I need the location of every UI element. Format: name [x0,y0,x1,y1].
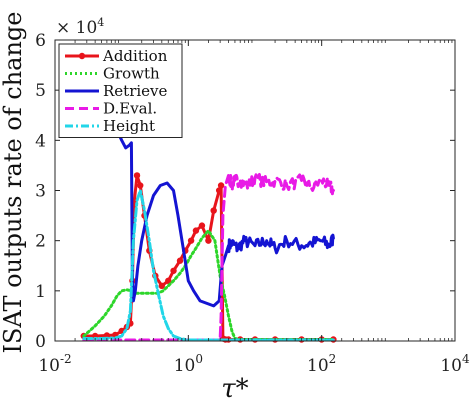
legend-marker [78,52,86,60]
x-tick-label: 10-2 [38,352,71,376]
data-point [176,257,184,264]
data-point [205,237,212,244]
legend-label: Growth [103,65,160,83]
legend-item: Retrieve [65,82,168,100]
legend-item: Height [65,117,155,135]
y-tick-label: 1 [35,282,46,302]
x-tick-label: 102 [307,352,336,376]
series-line [82,229,335,341]
data-point [198,222,206,229]
y-tick-label: 0 [35,332,46,352]
data-point [210,207,217,214]
legend-item: D.Eval. [65,100,157,118]
series-height [82,189,335,342]
data-point [170,267,177,274]
legend-item: Growth [65,65,160,83]
data-point [192,227,200,234]
y-tick-label: 3 [35,182,46,202]
series-line [82,174,335,341]
x-tick-label: 104 [440,352,470,376]
axes: 0 1 2 3 4 5 6 10-2 100 102 104 × 104 ISAT outputs ra… [0,12,470,404]
series-line [109,113,335,308]
x-tick-label: 100 [174,352,203,376]
series-growth [82,229,335,341]
data-point [217,182,225,189]
data-point [137,182,144,189]
legend-label: D.Eval. [103,100,157,118]
data-point [215,187,223,194]
data-point [165,277,172,284]
series-retrieve [109,113,335,308]
y-tick-label: 2 [35,232,46,252]
plot-area [80,113,337,343]
series-deval [82,171,335,342]
data-point [187,237,195,244]
legend-item: Addition [65,47,168,65]
y-axis-label: ISAT outputs rate of change [0,12,27,354]
data-point [158,282,166,290]
y-multiplier-label: × 104 [56,16,104,38]
y-tick-label: 5 [35,81,46,101]
series-addition [80,172,337,343]
series-line [82,189,335,342]
y-tick-label: 4 [35,131,46,151]
legend-label: Height [103,117,155,135]
series-line [82,171,335,342]
data-point [133,172,141,179]
y-tick-label: 6 [35,31,46,51]
x-axis-label: τ* [221,374,248,404]
legend-label: Retrieve [103,82,168,100]
legend-label: Addition [102,47,168,65]
